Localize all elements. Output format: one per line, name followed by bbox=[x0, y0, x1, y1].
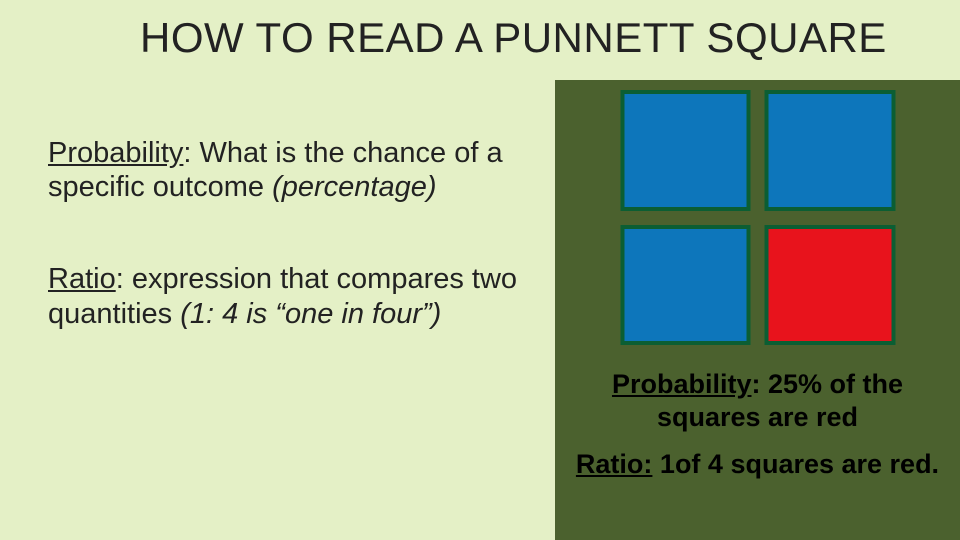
punnett-grid bbox=[620, 90, 895, 345]
slide: HOW TO READ A PUNNETT SQUARE Probability… bbox=[0, 0, 960, 540]
caption-probability-label: Probability bbox=[612, 369, 752, 399]
definition-ratio-italic: (1: 4 is “one in four”) bbox=[180, 298, 441, 330]
right-panel: Probability: 25% of the squares are red … bbox=[555, 80, 960, 540]
punnett-cell bbox=[620, 90, 751, 211]
definition-ratio: Ratio: expression that compares two quan… bbox=[48, 262, 523, 330]
caption-ratio: Ratio: 1of 4 squares are red. bbox=[565, 448, 950, 481]
definition-probability: Probability: What is the chance of a spe… bbox=[48, 136, 523, 204]
caption-block: Probability: 25% of the squares are red … bbox=[565, 368, 950, 481]
definition-probability-italic: (percentage) bbox=[272, 171, 436, 203]
caption-ratio-label: Ratio: bbox=[576, 449, 653, 479]
punnett-cell bbox=[620, 225, 751, 346]
punnett-cell bbox=[765, 90, 896, 211]
page-title: HOW TO READ A PUNNETT SQUARE bbox=[140, 14, 940, 62]
definition-probability-term: Probability bbox=[48, 137, 183, 169]
definition-ratio-term: Ratio bbox=[48, 263, 116, 295]
caption-ratio-text: 1of 4 squares are red. bbox=[652, 449, 939, 479]
caption-probability: Probability: 25% of the squares are red bbox=[565, 368, 950, 434]
definitions-column: Probability: What is the chance of a spe… bbox=[48, 136, 523, 389]
punnett-cell bbox=[765, 225, 896, 346]
